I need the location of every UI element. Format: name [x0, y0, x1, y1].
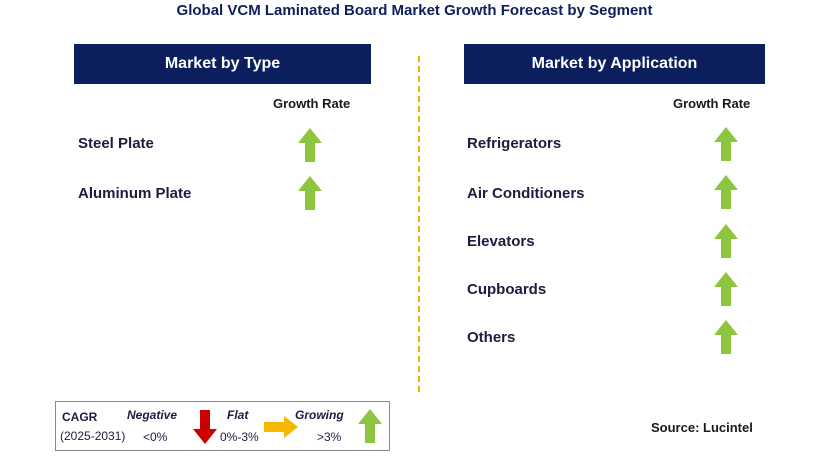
panel-divider — [418, 56, 420, 392]
application-row-label: Others — [467, 329, 516, 346]
negative-arrow-icon — [193, 410, 217, 444]
application-row-label: Elevators — [467, 233, 535, 250]
source-note: Source: Lucintel — [651, 420, 753, 435]
legend: CAGR (2025-2031) Negative <0% Flat 0%-3%… — [55, 401, 390, 451]
application-row-label: Air Conditioners — [467, 185, 585, 202]
legend-flat-label: Flat — [227, 408, 249, 422]
growing-trend-arrow-icon — [298, 176, 322, 210]
trend-arrow-shape — [298, 128, 322, 162]
application-growth-rate-label: Growth Rate — [673, 96, 751, 111]
growing-trend-arrow-icon — [714, 320, 738, 354]
application-panel-header: Market by Application — [464, 44, 765, 84]
legend-growing-range: >3% — [317, 430, 342, 444]
trend-arrow-shape — [714, 224, 738, 258]
trend-arrow-shape — [298, 176, 322, 210]
chart-title: Global VCM Laminated Board Market Growth… — [176, 2, 653, 19]
legend-period: (2025-2031) — [60, 429, 126, 443]
type-row-label: Steel Plate — [78, 135, 154, 152]
growing-trend-arrow-icon — [714, 175, 738, 209]
growing-trend-arrow-icon — [714, 272, 738, 306]
legend-flat-range: 0%-3% — [220, 430, 259, 444]
trend-arrow-shape — [714, 127, 738, 161]
trend-arrow-shape — [714, 175, 738, 209]
flat-arrow-icon — [264, 416, 298, 438]
growing-trend-arrow-icon — [714, 127, 738, 161]
legend-negative-range: <0% — [143, 430, 168, 444]
type-growth-rate-label: Growth Rate — [273, 96, 351, 111]
legend-growing-label: Growing — [295, 408, 344, 422]
growing-trend-arrow-icon — [298, 128, 322, 162]
trend-arrow-shape — [714, 320, 738, 354]
legend-negative-label: Negative — [127, 408, 178, 422]
type-panel-header: Market by Type — [74, 44, 371, 84]
trend-arrow-shape — [714, 272, 738, 306]
growing-trend-arrow-icon — [714, 224, 738, 258]
type-row-label: Aluminum Plate — [78, 185, 192, 202]
legend-cagr-label: CAGR — [62, 410, 98, 424]
application-row-label: Refrigerators — [467, 135, 562, 152]
application-row-label: Cupboards — [467, 281, 547, 298]
growing-arrow-icon — [358, 409, 382, 443]
